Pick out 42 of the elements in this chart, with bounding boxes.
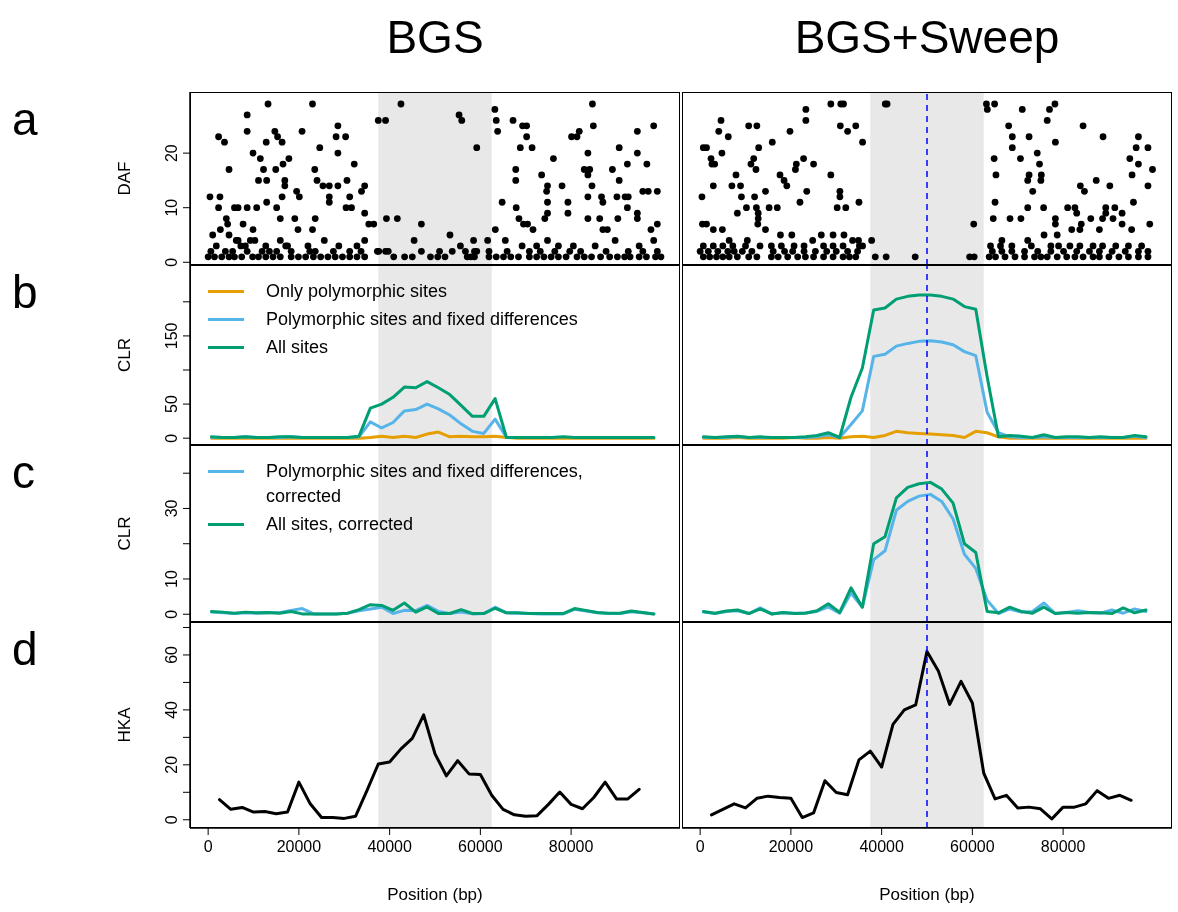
x-tick-label: 20000 (276, 838, 322, 856)
x-tick-label: 0 (695, 838, 705, 856)
chart-title: BGS (385, 10, 485, 64)
text: b (12, 266, 38, 318)
x-tick-label: 20000 (768, 838, 814, 856)
y-tick-label: 0 (163, 433, 180, 443)
text: d (12, 623, 38, 675)
y-tick-label: 150 (163, 322, 180, 350)
x-axis-title: Position (bp) (879, 885, 975, 904)
text: a (12, 93, 38, 145)
x-tick-label: 80000 (548, 838, 594, 856)
x-axis-title: Position (bp) (387, 885, 483, 904)
y-tick-label: 0 (163, 609, 180, 619)
x-tick-label: 0 (203, 838, 213, 856)
y-axis-title: CLR (115, 516, 135, 551)
y-tick-label: 60 (163, 645, 180, 664)
x-tick-label: 80000 (1040, 838, 1086, 856)
x-tick-label: 40000 (859, 838, 904, 856)
legend-label: Polymorphic sites and fixed differences, corrected (266, 460, 584, 508)
y-axis-title: HKA (115, 706, 135, 743)
y-tick-label: 10 (163, 569, 180, 588)
y-axis-title: DAF (115, 161, 135, 196)
y-tick-label: 20 (163, 144, 180, 163)
legend-label: All sites (266, 336, 329, 359)
y-tick-label: 50 (163, 395, 180, 413)
y-tick-label: 40 (163, 700, 180, 719)
y-tick-label: 30 (163, 499, 180, 518)
legend-label: All sites, corrected (266, 513, 414, 536)
legend-label: Polymorphic sites and fixed differences (266, 308, 578, 331)
x-tick-label: 60000 (950, 838, 995, 856)
y-tick-label: 20 (163, 755, 180, 774)
y-axis-title: CLR (115, 337, 135, 373)
y-tick-label: 0 (163, 815, 180, 825)
line-series (210, 380, 656, 439)
x-tick-label: 60000 (458, 838, 503, 856)
x-tick-label: 40000 (367, 838, 412, 856)
y-tick-label: 10 (163, 198, 180, 217)
chart-title: BGS+Sweep (793, 10, 1061, 64)
legend-label: Only polymorphic sites (266, 280, 448, 303)
text: c (12, 446, 35, 498)
y-tick-label: 0 (163, 257, 180, 267)
line-series (217, 713, 641, 820)
